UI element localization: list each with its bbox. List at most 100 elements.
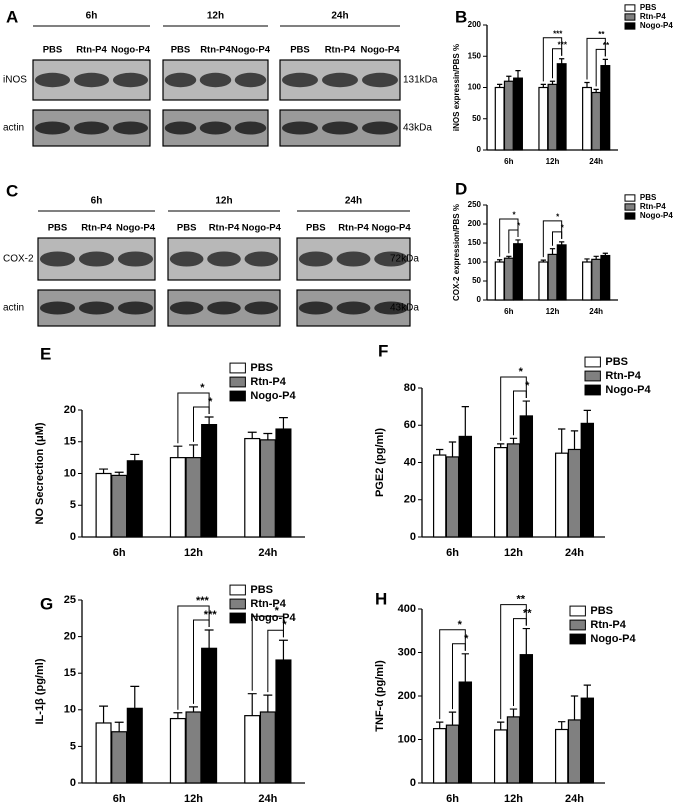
error-bar [583,409,591,424]
band [298,301,333,315]
sig-label: * [464,633,469,645]
size-label: 72kDa [390,254,419,265]
bar [582,86,592,151]
sig-label: * [200,382,205,394]
sig-bracket [500,376,527,441]
sig-label: * [519,366,524,378]
error-bar [189,444,198,458]
y-tick-label: 100 [468,257,482,266]
band [234,121,267,135]
error-bar [559,58,565,64]
band [322,72,358,88]
sig-label: ** [598,30,605,39]
band [112,121,149,135]
y-tick-label: 50 [472,276,481,285]
time-label: 12h [207,11,224,22]
row-label: actin [3,303,24,314]
band [207,251,241,267]
band [282,72,318,88]
error-bar [99,468,109,474]
lane-label: Rtn-P4 [76,45,107,56]
lane-label: Nogo-P4 [372,223,412,234]
sig-bracket [177,605,210,710]
legend-swatch [569,619,586,631]
sig-label: *** [204,609,218,621]
x-tick-label: 6h [113,793,126,805]
bar [445,724,460,784]
error-bar [549,248,556,255]
x-tick-label: 24h [589,157,603,166]
sig-bracket [177,392,210,444]
bar [201,424,218,538]
error-bar [247,431,257,439]
legend-swatch [624,194,636,202]
legend-label: Nogo-P4 [250,390,296,402]
bar [111,474,128,538]
bar [244,437,261,538]
error-bar [448,711,457,726]
bar [95,472,112,538]
y-tick-label: 150 [468,51,482,60]
sig-label: * [208,396,213,408]
bar [556,63,567,151]
x-tick-label: 12h [546,157,560,166]
error-bar [570,695,579,720]
band [336,301,371,315]
legend-swatch [584,384,601,396]
lane-label: Nogo-P4 [231,45,271,56]
lane-label: PBS [290,45,310,56]
legend-swatch [229,362,246,374]
sig-bracket [251,615,284,691]
y-tick-label: 200 [398,690,416,702]
legend-label: PBS [640,193,657,202]
bar [493,729,508,784]
x-tick-label: 6h [446,793,459,805]
bar [95,722,112,784]
legend-swatch [569,605,586,617]
y-tick-label: 15 [64,436,76,448]
band [112,72,149,88]
bar [275,659,292,784]
sig-label: ** [517,594,526,606]
sig-label: * [458,619,463,631]
bar [432,454,447,538]
sig-bracket [452,643,466,710]
bar [111,731,128,784]
y-axis-label: TNF-α (pg/ml) [374,660,386,732]
legend-label: Rtn-P4 [640,12,666,21]
error-bar [130,685,140,709]
error-bar [558,721,566,730]
x-tick-label: 6h [113,547,126,559]
x-tick-label: 24h [565,793,584,805]
legend-label: Rtn-P4 [640,202,666,211]
bar [259,439,276,538]
lane-label: Nogo-P4 [111,45,151,56]
sig-label: *** [553,29,563,38]
bar [169,717,186,784]
sig-bracket [552,231,563,246]
error-bar [497,443,505,448]
bar [494,261,505,301]
lane-label: Rtn-P4 [81,223,112,234]
sig-bracket [552,48,563,79]
bar [275,428,292,538]
y-axis-label: PGE2 (pg/ml) [374,428,386,497]
band [282,121,318,135]
legend-label: Nogo-P4 [605,384,651,396]
row-label: COX-2 [3,254,34,265]
error-bar [204,629,214,649]
bar [580,422,595,538]
lane-label: Rtn-P4 [200,45,231,56]
y-tick-label: 25 [64,594,76,606]
band [362,72,398,88]
error-bar [263,432,273,440]
sig-bracket [542,37,563,82]
time-label: 24h [345,196,362,207]
legend-swatch [624,203,636,211]
legend-label: Nogo-P4 [590,633,636,645]
error-bar [509,708,518,717]
panel-letter: E [40,344,51,363]
band [374,251,409,267]
bar [547,83,558,151]
sig-label: * [275,605,280,617]
